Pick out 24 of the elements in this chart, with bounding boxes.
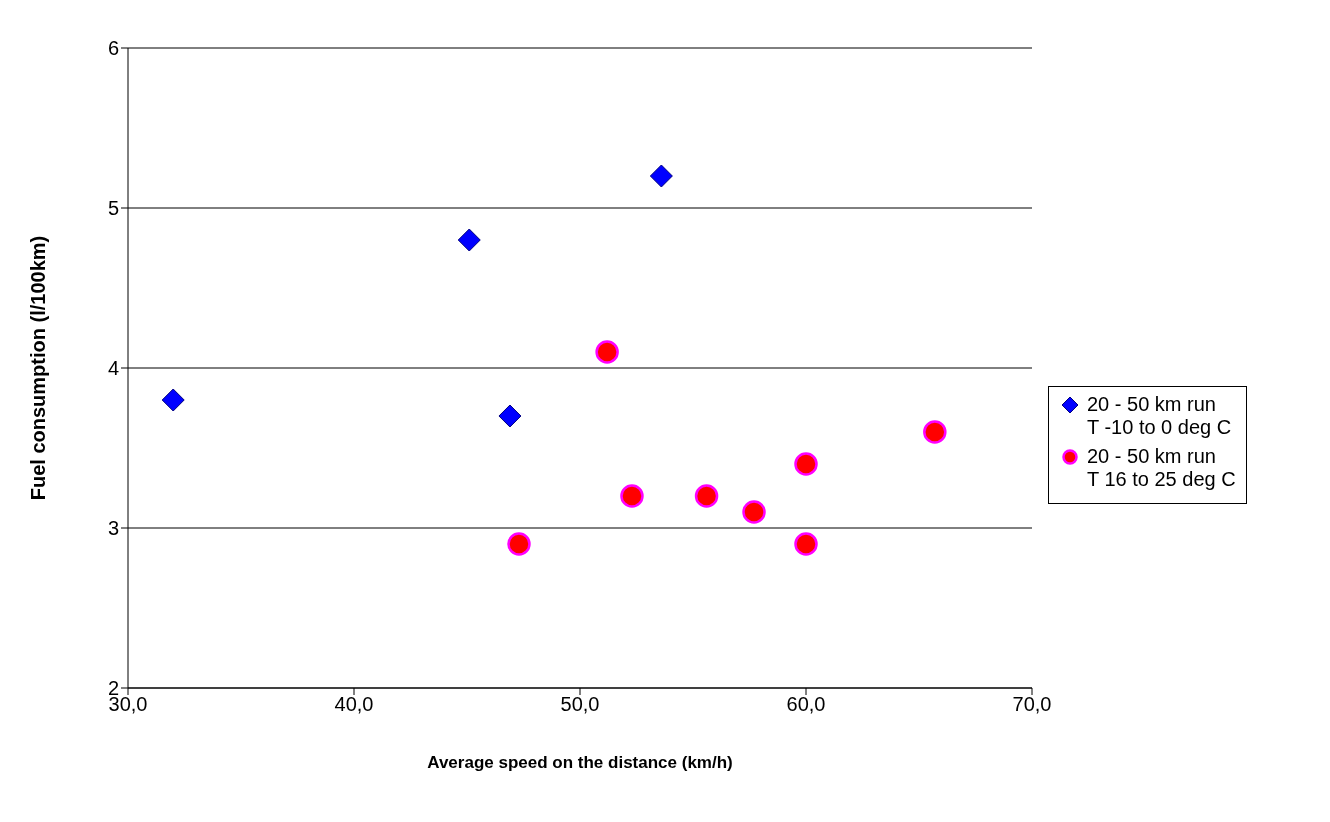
point (498, 404, 522, 428)
legend-label: 20 - 50 km run T -10 to 0 deg C (1087, 393, 1232, 439)
y-axis-title: Fuel consumption (l/100km) (27, 235, 50, 501)
x-tick-label: 70,0 (1012, 693, 1052, 716)
y-tick-label: 6 (107, 37, 119, 60)
y-tick-label: 5 (107, 197, 119, 220)
point (923, 420, 947, 444)
point (507, 532, 531, 556)
point (620, 484, 644, 508)
y-tick-label: 4 (107, 357, 119, 380)
point (742, 500, 766, 524)
y-tick-label: 3 (107, 517, 119, 540)
legend-label: 20 - 50 km run T 16 to 25 deg C (1087, 445, 1236, 491)
point (595, 340, 619, 364)
point (794, 532, 818, 556)
x-axis-title: Average speed on the distance (km/h) (427, 753, 733, 772)
point (649, 164, 673, 188)
x-tick-label: 40,0 (334, 693, 374, 716)
point (694, 484, 719, 508)
point (161, 388, 185, 412)
x-tick-label: 60,0 (786, 693, 826, 716)
point (457, 228, 481, 252)
point (794, 452, 818, 476)
x-tick-label: 50,0 (560, 693, 600, 716)
